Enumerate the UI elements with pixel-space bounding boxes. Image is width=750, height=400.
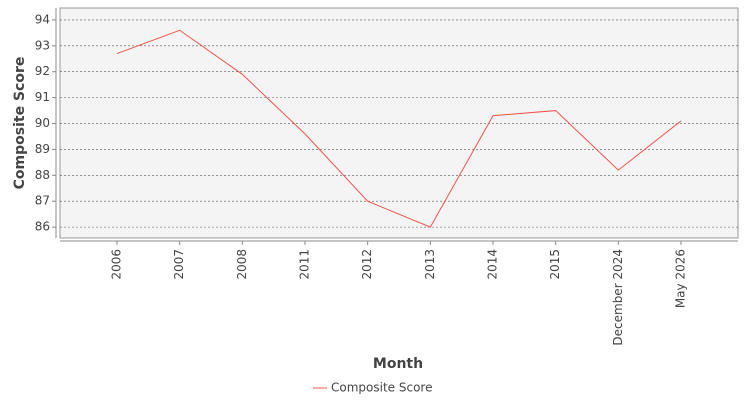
x-tick-label: 2011 xyxy=(298,249,312,280)
y-tick-label: 90 xyxy=(35,116,50,130)
y-tick-label: 86 xyxy=(35,220,50,234)
y-tick-label: 89 xyxy=(35,142,50,156)
x-tick-label: December 2024 xyxy=(611,249,625,346)
y-tick-label: 93 xyxy=(35,38,50,52)
y-tick-label: 87 xyxy=(35,194,50,208)
x-tick-label: 2007 xyxy=(172,249,186,280)
x-tick-label: 2006 xyxy=(110,249,124,280)
y-tick-label: 92 xyxy=(35,64,50,78)
x-tick-label: 2015 xyxy=(548,249,562,280)
x-axis-title: Month xyxy=(373,356,423,372)
x-tick-label: May 2026 xyxy=(674,249,688,308)
legend-label: Composite Score xyxy=(331,381,432,395)
plot-area xyxy=(59,7,739,239)
y-tick-label: 88 xyxy=(35,168,50,182)
x-tick-label: 2013 xyxy=(423,249,437,280)
y-tick-label: 91 xyxy=(35,90,50,104)
series-line xyxy=(116,29,682,228)
y-tick-label: 94 xyxy=(35,12,50,26)
y-axis-title: Composite Score xyxy=(12,57,28,190)
x-tick-label: 2008 xyxy=(235,249,249,280)
x-tick-label: 2014 xyxy=(486,249,500,280)
x-tick-label: 2012 xyxy=(360,249,374,280)
